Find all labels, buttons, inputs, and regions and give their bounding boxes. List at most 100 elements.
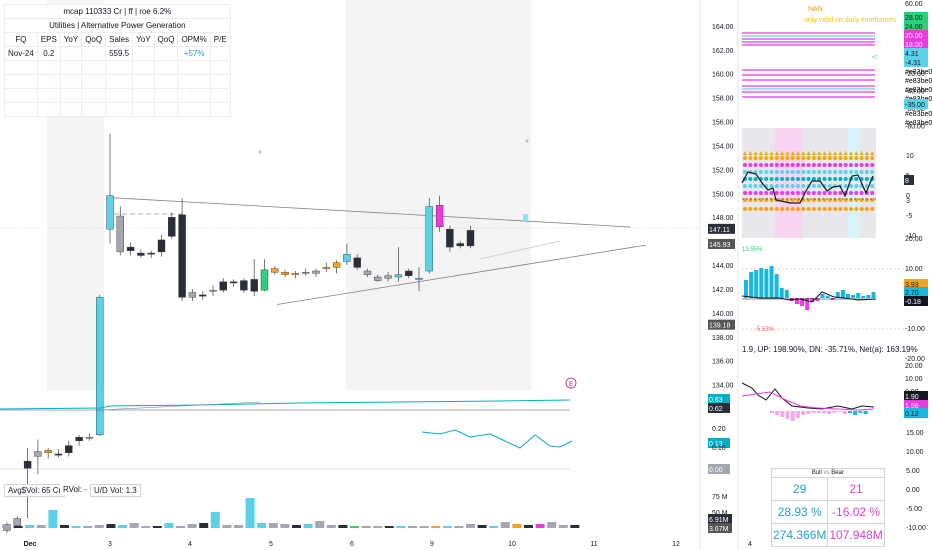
histogram-bar	[749, 272, 754, 298]
volume-bar	[152, 526, 162, 528]
candle-body	[446, 228, 454, 248]
candle	[168, 212, 176, 239]
bull-bear-header: Bull vs Bear	[771, 468, 885, 478]
volume-bar	[199, 523, 209, 528]
volume-bar	[419, 526, 429, 528]
table-row-empty	[4, 74, 231, 89]
osc-bar	[832, 411, 837, 413]
x-axis-label: 12	[672, 541, 680, 548]
heatmap-dot	[870, 156, 875, 160]
heatmap-dot	[743, 198, 747, 202]
volume-bar	[60, 525, 69, 528]
heatmap-dot	[854, 170, 859, 174]
fundamentals-table: mcap 110333 Cr | ff | roe 6.2% Utilities…	[4, 4, 231, 117]
heatmap-dot	[817, 163, 822, 167]
svg-text:#e83be0: #e83be0	[905, 120, 932, 127]
candle-body	[384, 275, 392, 279]
volume-bar	[25, 525, 35, 528]
heatmap-dot	[758, 191, 763, 195]
candle	[188, 288, 197, 301]
heatmap-dot	[822, 177, 827, 181]
heatmap-dot	[854, 191, 859, 195]
hist-label-3: -0.18	[905, 299, 921, 306]
volume-bar	[373, 526, 383, 528]
osc-bar	[806, 411, 811, 414]
heatmap-dot	[753, 163, 758, 167]
heatmap-dot	[801, 184, 806, 188]
heatmap-dot	[764, 207, 769, 211]
heatmap-dot	[849, 156, 853, 160]
heatmap-dot	[859, 156, 864, 160]
candle	[137, 249, 145, 258]
candle	[106, 133, 114, 244]
osc-label-2-bg	[904, 400, 928, 410]
osc-bar	[796, 411, 800, 418]
candle-body	[425, 206, 433, 272]
candle	[157, 235, 166, 257]
candle-body	[85, 437, 94, 439]
heatmap-triangle	[758, 151, 763, 155]
candle	[75, 434, 83, 446]
volume-bar	[268, 523, 278, 528]
candle-body	[147, 252, 155, 255]
price-tick: 154.00	[712, 143, 734, 150]
heatmap-dot	[753, 207, 758, 211]
table-cell	[132, 46, 155, 61]
volume-bar	[558, 525, 568, 528]
hist-tick: -20.00	[905, 356, 925, 363]
candle	[435, 195, 444, 232]
osc-label-2: 1.58	[905, 403, 919, 410]
candle-body	[75, 437, 83, 442]
histogram-bar	[825, 296, 830, 298]
osc-label-cyan-bg	[904, 48, 928, 58]
heatmap-dot	[854, 184, 859, 188]
histogram-bar	[774, 274, 779, 298]
candle	[95, 294, 104, 437]
table-cell	[81, 46, 107, 61]
heatmap-dot	[785, 170, 790, 174]
candle	[219, 278, 228, 293]
event-marker-icon	[565, 377, 577, 389]
heatmap-dot	[811, 207, 816, 211]
candle-body	[271, 268, 279, 273]
heatmap-dot	[822, 198, 827, 202]
price-tick: 134.00	[712, 383, 734, 390]
histogram-bar	[810, 298, 815, 302]
osc-bar	[816, 411, 821, 413]
bull-pct: 28.93 %	[770, 500, 829, 524]
heatmap-dot	[838, 198, 843, 202]
far-right-tick: -80.00	[905, 124, 925, 131]
candle	[54, 449, 63, 458]
histogram-bar	[866, 295, 871, 298]
x-axis-label: Dec	[24, 541, 37, 548]
table-header-row: FQ EPS YoY QoQ Sales YoY QoQ OPM% P/E	[4, 32, 231, 47]
candle-body	[54, 453, 63, 456]
histogram-bar	[846, 294, 850, 298]
indicator-label-3-bg	[708, 438, 730, 448]
osc-label-3: 0.12	[905, 411, 919, 418]
heatmap-dot	[801, 177, 806, 181]
volume-bar	[477, 525, 487, 528]
osc-label-green-bg	[904, 12, 928, 22]
heatmap-dot	[817, 207, 822, 211]
osc-label-green: 24.00	[905, 24, 923, 31]
heatmap-dot	[790, 163, 795, 167]
col-header: YoY	[132, 32, 155, 47]
candle	[302, 268, 310, 276]
osc-bar	[837, 411, 842, 412]
volume-bar	[141, 526, 151, 528]
ud-vol-label: U/D Vol: 1.3	[90, 484, 141, 497]
rvol-label: RVol: -	[60, 484, 90, 495]
heatmap-dot	[796, 207, 800, 211]
heatmap-triangle	[854, 151, 859, 155]
osc-label-green-bg	[904, 21, 928, 31]
volume-bar	[361, 526, 371, 528]
heatmap-dot	[774, 207, 779, 211]
trendline-lower	[277, 244, 647, 305]
heatmap-dot	[774, 184, 779, 188]
far-right-tick: -40.00	[905, 89, 925, 96]
band-arrow-icon: <	[872, 52, 877, 62]
histogram-bar	[779, 288, 784, 298]
heatmap-dot	[849, 163, 853, 167]
